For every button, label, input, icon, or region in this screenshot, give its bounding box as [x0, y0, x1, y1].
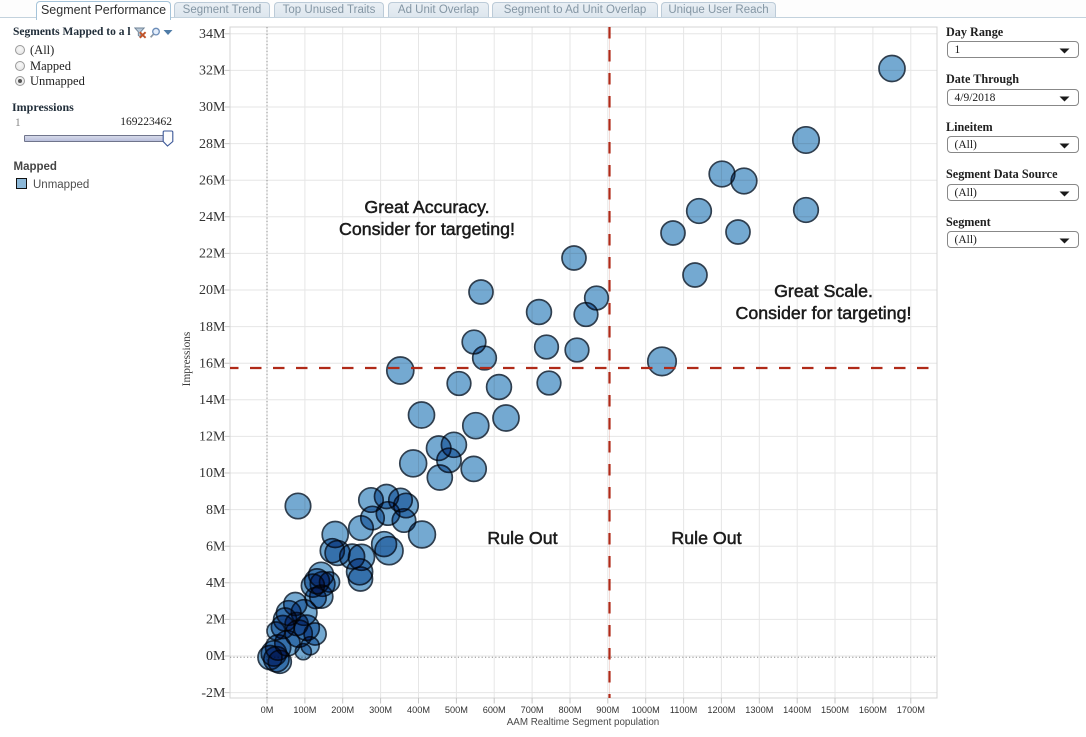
svg-text:18M: 18M — [199, 320, 226, 335]
svg-text:20M: 20M — [199, 283, 226, 298]
svg-text:34M: 34M — [199, 27, 226, 42]
svg-text:1100M: 1100M — [670, 705, 697, 715]
svg-text:2M: 2M — [206, 613, 226, 628]
svg-text:700M: 700M — [521, 705, 544, 715]
svg-text:1000M: 1000M — [632, 705, 660, 715]
svg-text:Consider for targeting!: Consider for targeting! — [339, 219, 515, 239]
svg-text:6M: 6M — [206, 539, 226, 554]
svg-text:500M: 500M — [445, 705, 468, 715]
svg-text:100M: 100M — [293, 705, 316, 715]
svg-text:16M: 16M — [199, 356, 226, 371]
svg-text:400M: 400M — [407, 705, 430, 715]
svg-text:300M: 300M — [369, 705, 392, 715]
svg-text:900M: 900M — [596, 705, 619, 715]
svg-text:28M: 28M — [199, 137, 226, 152]
svg-text:24M: 24M — [199, 210, 226, 225]
svg-text:200M: 200M — [331, 705, 354, 715]
svg-text:10M: 10M — [199, 466, 226, 481]
svg-text:0M: 0M — [206, 649, 226, 664]
svg-text:30M: 30M — [199, 100, 226, 115]
svg-text:0M: 0M — [261, 705, 274, 715]
svg-text:Great Accuracy.: Great Accuracy. — [364, 197, 489, 217]
svg-text:1300M: 1300M — [745, 705, 773, 715]
svg-text:26M: 26M — [199, 173, 226, 188]
svg-text:12M: 12M — [199, 430, 226, 445]
svg-text:800M: 800M — [559, 705, 582, 715]
svg-text:-2M: -2M — [201, 686, 226, 701]
svg-text:Great Scale.: Great Scale. — [774, 281, 873, 301]
svg-text:Impressions: Impressions — [181, 332, 193, 387]
svg-text:600M: 600M — [483, 705, 506, 715]
svg-text:Consider for targeting!: Consider for targeting! — [736, 303, 912, 323]
svg-text:Rule Out: Rule Out — [487, 528, 557, 548]
svg-text:Rule Out: Rule Out — [671, 528, 741, 548]
svg-text:4M: 4M — [206, 576, 226, 591]
svg-text:1200M: 1200M — [707, 705, 735, 715]
svg-text:22M: 22M — [199, 247, 226, 262]
svg-text:AAM Realtime Segment populatio: AAM Realtime Segment population — [507, 717, 659, 728]
svg-text:32M: 32M — [199, 64, 226, 79]
svg-text:14M: 14M — [199, 393, 226, 408]
svg-text:1400M: 1400M — [783, 705, 811, 715]
svg-text:1700M: 1700M — [897, 705, 925, 715]
svg-text:1500M: 1500M — [821, 705, 849, 715]
svg-text:1600M: 1600M — [859, 705, 887, 715]
svg-text:8M: 8M — [206, 503, 226, 518]
